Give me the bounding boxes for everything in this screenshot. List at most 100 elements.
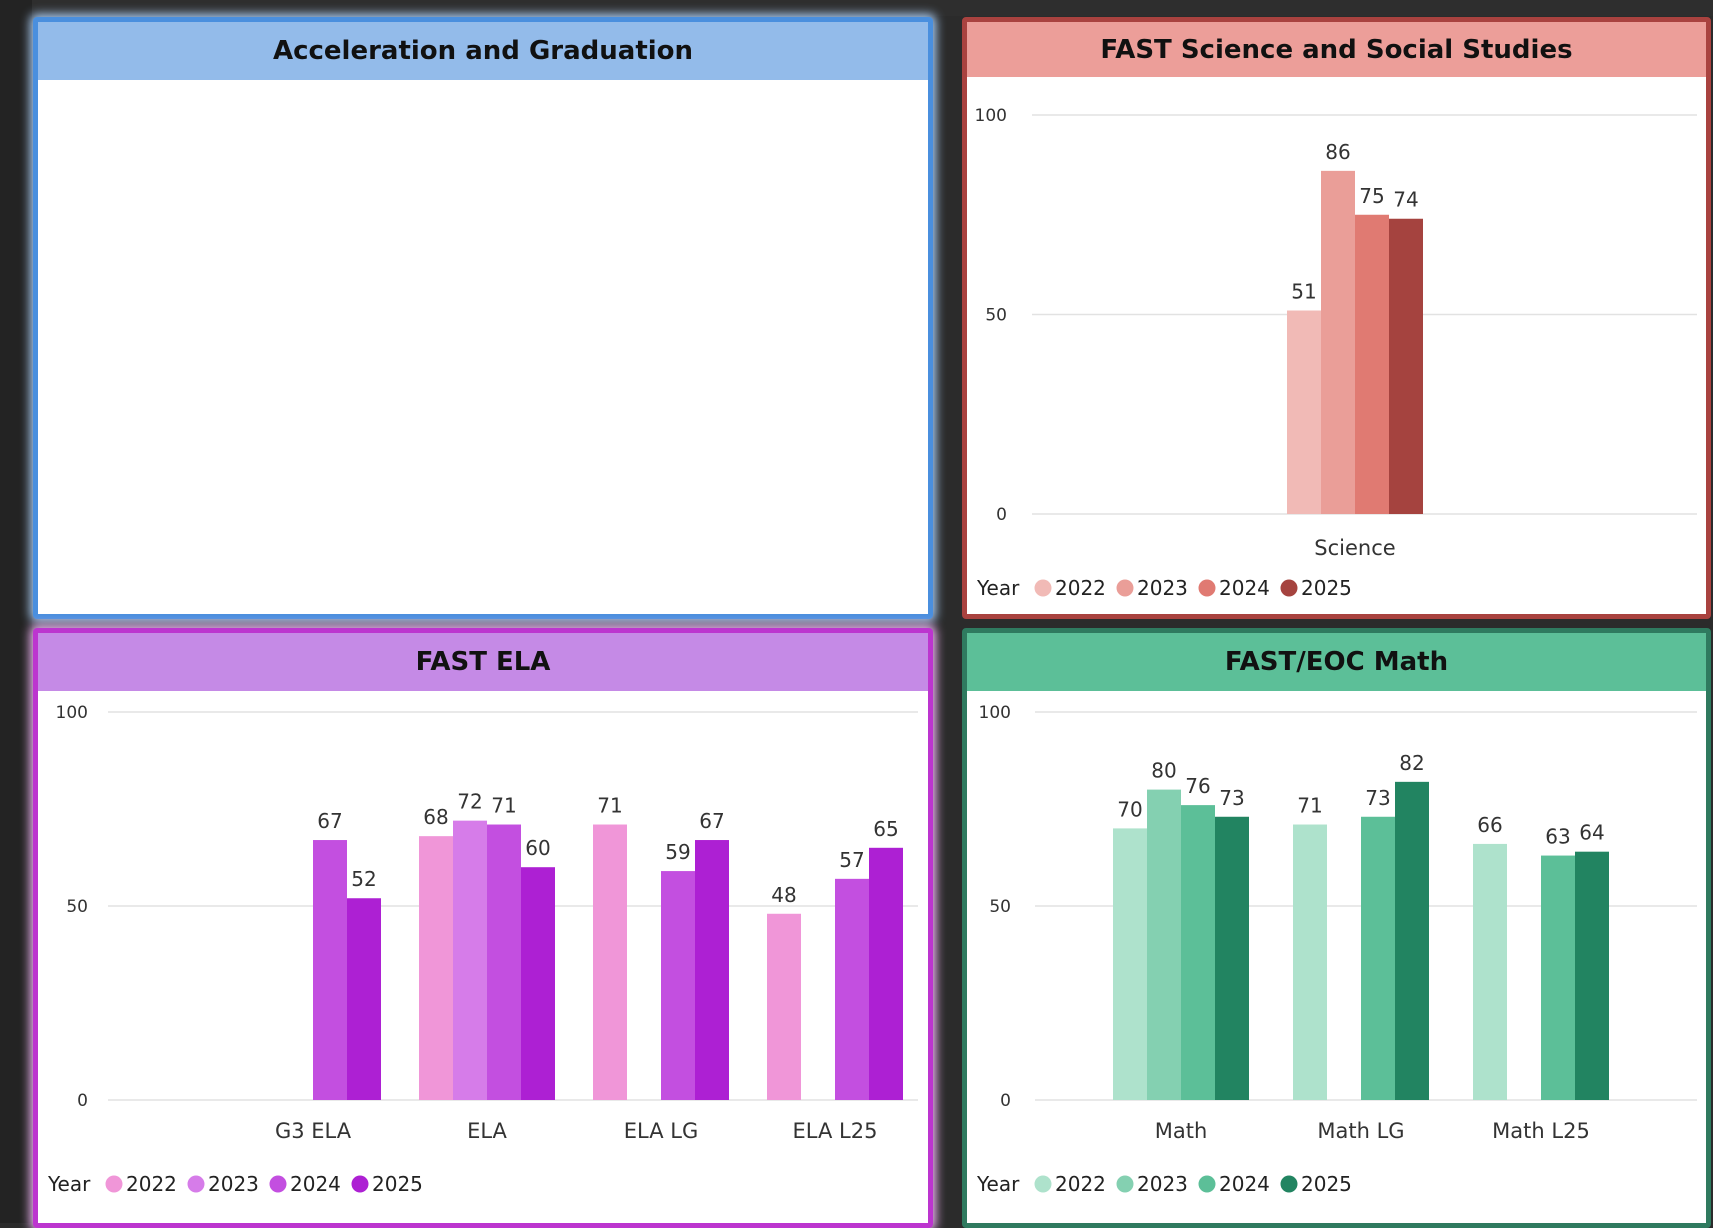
bar-ela-2025 xyxy=(347,898,381,1100)
bar-ela-2022 xyxy=(593,824,627,1100)
bar-ela-2022 xyxy=(767,913,801,1100)
y-tick-label: 50 xyxy=(66,897,88,917)
bar-math-2024 xyxy=(1541,855,1575,1100)
bar-math-2025 xyxy=(1395,781,1429,1100)
bar-science-2023 xyxy=(1321,170,1355,515)
bar-math-2025 xyxy=(1215,816,1249,1100)
top-bar xyxy=(0,0,1713,16)
legend-label: 2024 xyxy=(1219,1172,1270,1196)
legend-title: Year xyxy=(976,576,1020,600)
data-label: 51 xyxy=(1291,280,1316,304)
y-tick-label: 100 xyxy=(56,703,88,723)
bar-ela-2024 xyxy=(661,871,695,1100)
data-label: 48 xyxy=(771,883,796,907)
bar-ela-2023 xyxy=(453,820,487,1100)
legend-label: 2022 xyxy=(126,1172,177,1196)
bar-science-2025 xyxy=(1389,218,1423,515)
legend-swatch xyxy=(1198,1175,1216,1193)
legend-title: Year xyxy=(976,1172,1020,1196)
bar-ela-2024 xyxy=(487,824,521,1100)
data-label: 71 xyxy=(1297,794,1322,818)
fast-math-panel: FAST/EOC Math 0 50 100 70 80 76 73 Math 71 73 82 Ma… xyxy=(962,628,1711,1228)
legend-swatch xyxy=(187,1175,205,1193)
bar-math-2022 xyxy=(1473,843,1507,1100)
bar-math-2023 xyxy=(1147,789,1181,1100)
y-tick-label: 50 xyxy=(989,897,1011,917)
category-label: Science xyxy=(1314,536,1395,560)
y-tick-label: 100 xyxy=(975,106,1007,126)
legend-swatch xyxy=(1280,579,1298,597)
legend-swatch xyxy=(1116,1175,1134,1193)
fast-ela-title: FAST ELA xyxy=(38,633,928,691)
legend-title: Year xyxy=(47,1172,91,1196)
fast-math-title: FAST/EOC Math xyxy=(967,633,1706,691)
science-bar-chart: 0 50 100 51 86 75 74 Science Year 2022 2023 2024 202… xyxy=(975,106,1697,600)
legend-label: 2025 xyxy=(372,1172,423,1196)
left-gutter xyxy=(0,0,32,1223)
data-label: 71 xyxy=(491,794,516,818)
legend-label: 2023 xyxy=(1137,1172,1188,1196)
legend-label: 2024 xyxy=(1219,576,1270,600)
category-label: ELA L25 xyxy=(793,1119,878,1143)
legend-label: 2022 xyxy=(1055,1172,1106,1196)
data-label: 68 xyxy=(423,805,448,829)
bar-ela-2025 xyxy=(521,867,555,1100)
ela-bar-chart: 0 50 100 67 52 G3 ELA 68 72 71 60 ELA 71 59 67 ELA LG 4… xyxy=(47,703,918,1196)
legend-label: 2023 xyxy=(208,1172,259,1196)
bar-science-2024 xyxy=(1355,214,1389,514)
fast-science-panel: FAST Science and Social Studies 0 50 100 51… xyxy=(962,17,1711,619)
data-label: 73 xyxy=(1365,786,1390,810)
data-label: 86 xyxy=(1325,140,1350,164)
bar-ela-2025 xyxy=(695,840,729,1100)
category-label: ELA xyxy=(467,1119,507,1143)
legend-swatch xyxy=(1034,1175,1052,1193)
acceleration-graduation-title: Acceleration and Graduation xyxy=(38,22,928,80)
y-tick-label: 50 xyxy=(985,306,1007,326)
legend-swatch xyxy=(1198,579,1216,597)
data-label: 59 xyxy=(665,840,690,864)
data-label: 72 xyxy=(457,790,482,814)
data-label: 75 xyxy=(1359,184,1384,208)
data-label: 67 xyxy=(317,809,342,833)
bar-science-2022 xyxy=(1287,310,1321,514)
legend-swatch xyxy=(351,1175,369,1193)
legend-label: 2025 xyxy=(1301,1172,1352,1196)
data-label: 76 xyxy=(1185,774,1210,798)
y-tick-label: 100 xyxy=(979,703,1011,723)
y-tick-label: 0 xyxy=(77,1091,88,1111)
category-label: G3 ELA xyxy=(275,1119,352,1143)
category-label: Math L25 xyxy=(1492,1119,1590,1143)
legend-label: 2022 xyxy=(1055,576,1106,600)
data-label: 73 xyxy=(1219,786,1244,810)
legend-label: 2024 xyxy=(290,1172,341,1196)
bar-ela-2025 xyxy=(869,847,903,1100)
data-label: 64 xyxy=(1579,821,1604,845)
data-label: 71 xyxy=(597,794,622,818)
legend-swatch xyxy=(105,1175,123,1193)
data-label: 67 xyxy=(699,809,724,833)
data-label: 70 xyxy=(1117,797,1142,821)
bar-ela-2024 xyxy=(835,878,869,1100)
fast-science-title: FAST Science and Social Studies xyxy=(967,22,1706,77)
acceleration-graduation-panel: Acceleration and Graduation xyxy=(33,17,933,619)
legend-label: 2025 xyxy=(1301,576,1352,600)
fast-ela-panel: FAST ELA 0 50 100 67 52 G3 ELA 68 72 71 60 ELA 71 59… xyxy=(33,628,933,1228)
bar-math-2022 xyxy=(1293,824,1327,1100)
data-label: 65 xyxy=(873,817,898,841)
data-label: 66 xyxy=(1477,813,1502,837)
bar-math-2022 xyxy=(1113,828,1147,1100)
category-label: Math LG xyxy=(1317,1119,1404,1143)
data-label: 74 xyxy=(1393,188,1418,212)
bar-ela-2024 xyxy=(313,840,347,1100)
data-label: 63 xyxy=(1545,825,1570,849)
bar-math-2025 xyxy=(1575,851,1609,1100)
data-label: 82 xyxy=(1399,751,1424,775)
data-label: 52 xyxy=(351,867,376,891)
math-bar-chart: 0 50 100 70 80 76 73 Math 71 73 82 Math LG 66 63 64 Mat… xyxy=(976,703,1697,1196)
legend-label: 2023 xyxy=(1137,576,1188,600)
y-tick-label: 0 xyxy=(996,505,1007,525)
bar-math-2024 xyxy=(1181,805,1215,1100)
bar-math-2024 xyxy=(1361,816,1395,1100)
data-label: 60 xyxy=(525,836,550,860)
y-tick-label: 0 xyxy=(1000,1091,1011,1111)
